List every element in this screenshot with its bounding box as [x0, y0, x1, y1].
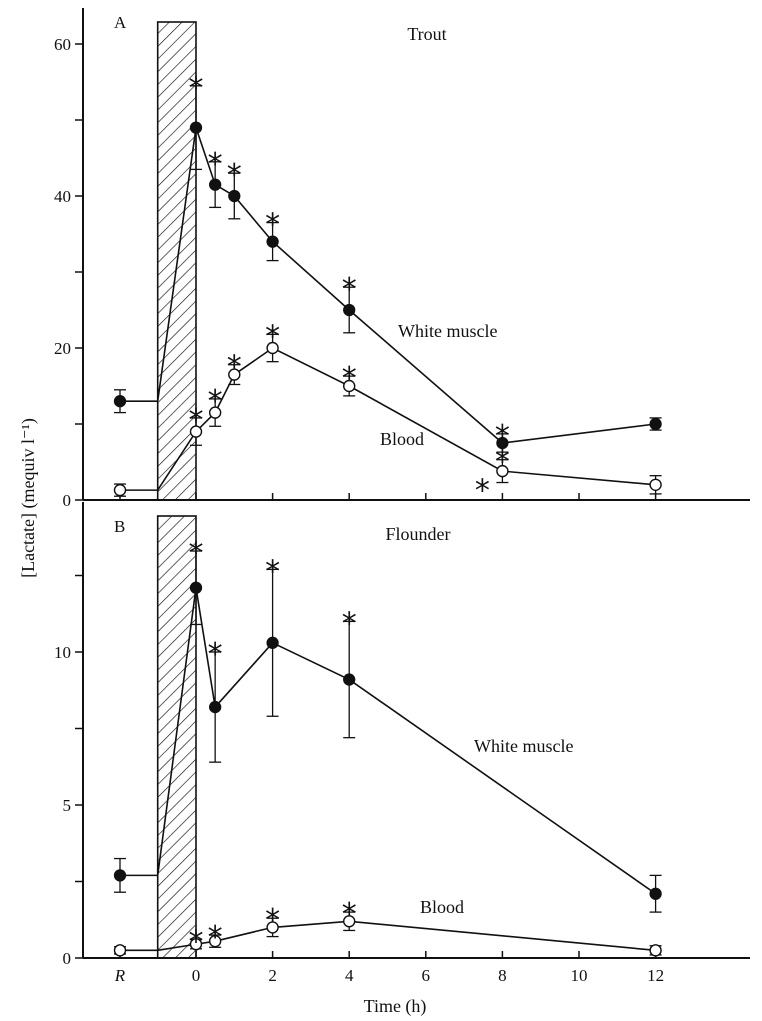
significance-star: * [265, 319, 280, 354]
x-tick-label: 2 [268, 966, 277, 985]
significance-star: * [342, 361, 357, 396]
blood-label: Blood [380, 429, 424, 449]
y-tick-label: 20 [54, 339, 71, 358]
white-muscle-label: White muscle [474, 736, 573, 756]
blood-point [228, 368, 241, 381]
x-tick-label: 4 [345, 966, 354, 985]
white-muscle-point [343, 303, 356, 317]
y-tick-label: 40 [54, 187, 71, 206]
blood-point [113, 483, 127, 497]
significance-star: * [265, 554, 280, 589]
blood-point [208, 406, 222, 419]
blood-point [266, 341, 279, 355]
x-tick-label: 12 [647, 966, 664, 985]
significance-star: * [475, 474, 490, 509]
x-axis-tick-labels: R 0 2 4 6 8 10 12 [114, 966, 664, 985]
blood-point [266, 921, 279, 934]
white-muscle-point [208, 700, 222, 714]
blood-point [649, 944, 662, 957]
significance-star: * [495, 445, 510, 480]
white-muscle-point [649, 887, 662, 900]
significance-star: * [342, 272, 357, 307]
y-tick-label: 60 [54, 35, 71, 54]
y-tick-label: 0 [63, 949, 72, 968]
white-muscle-point [228, 189, 241, 203]
blood-point [208, 934, 222, 948]
white-muscle-point [496, 436, 509, 450]
blood-point [496, 464, 509, 478]
significance-star: * [227, 158, 242, 193]
y-axis-label: [Lactate] (mequiv l⁻¹) [18, 418, 39, 578]
blood-label: Blood [420, 897, 464, 917]
significance-star: * [208, 637, 223, 672]
significance-star: * [189, 536, 204, 571]
significance-star: * [342, 897, 357, 932]
significance-star: * [189, 71, 204, 106]
panel-letter: B [114, 517, 125, 536]
blood-point [649, 478, 662, 491]
blood-point [189, 938, 203, 951]
blood-point [113, 944, 127, 957]
significance-star: * [208, 147, 223, 182]
x-tick-label: 8 [498, 966, 507, 985]
significance-star: * [342, 606, 357, 641]
white-muscle-point [266, 235, 279, 248]
significance-star: * [495, 419, 510, 454]
x-tick-label: 10 [571, 966, 588, 985]
x-tick-label: 0 [192, 966, 201, 985]
significance-star: * [265, 903, 280, 938]
white-muscle-point [208, 178, 222, 191]
white-muscle-line [120, 587, 657, 895]
blood-point [343, 915, 356, 928]
white-muscle-point [649, 417, 662, 431]
white-muscle-label: White muscle [398, 321, 497, 341]
white-muscle-point [189, 121, 203, 134]
significance-star: * [208, 920, 223, 955]
x-axis-label: Time (h) [364, 996, 427, 1017]
significance-star: * [189, 925, 204, 960]
white-muscle-point [189, 581, 203, 594]
blood-point [343, 379, 356, 393]
blood-point [189, 425, 203, 438]
significance-star: * [208, 384, 223, 419]
significance-star: * [265, 208, 280, 243]
significance-star: * [189, 403, 204, 438]
white-muscle-point [266, 636, 279, 649]
panel-title: Trout [407, 24, 446, 44]
white-muscle-point [343, 673, 356, 686]
y-tick-label: 10 [54, 643, 71, 662]
y-tick-label: 0 [63, 491, 72, 510]
significance-star: * [227, 350, 242, 385]
panel-title: Flounder [386, 524, 451, 544]
panel-letter: A [114, 13, 127, 32]
white-muscle-point [113, 869, 127, 882]
white-muscle-line [120, 127, 656, 444]
white-muscle-point [113, 395, 127, 408]
x-tick-label: 6 [422, 966, 431, 985]
y-tick-label: 5 [63, 796, 72, 815]
x-tick-label: R [114, 966, 126, 985]
